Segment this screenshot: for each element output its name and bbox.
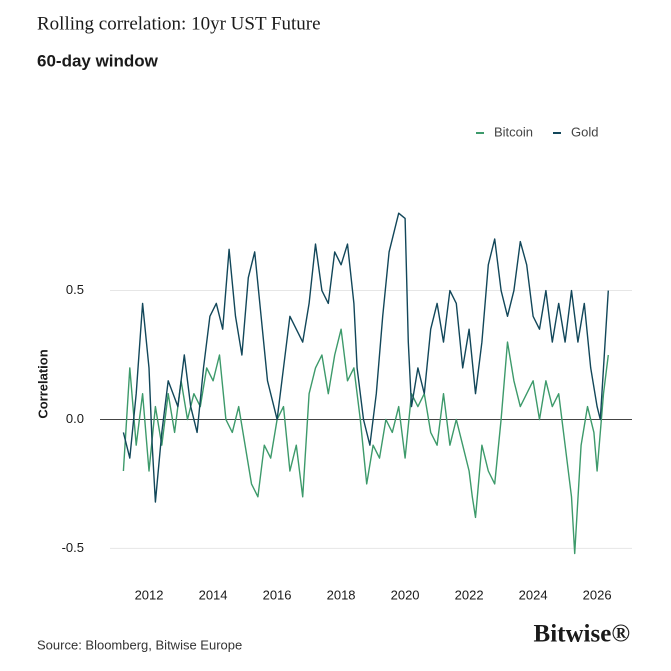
series-line (122, 328, 609, 555)
series-line (122, 212, 609, 503)
y-tick-label: 0.5 (66, 282, 84, 297)
x-tick-label: 2014 (199, 587, 228, 602)
plot-area: 0.5 0.0 -0.5 2012 2014 2016 2018 2020 2022 2024 20… (62, 124, 632, 602)
source-note: Source: Bloomberg, Bitwise Europe (37, 637, 242, 652)
x-tick-label: 2016 (263, 587, 292, 602)
x-tick-label: 2022 (455, 587, 484, 602)
legend-label: Bitcoin (494, 124, 533, 139)
x-tick-label: 2026 (583, 587, 612, 602)
y-axis-label: Correlation (35, 349, 50, 418)
chart-title: Rolling correlation: 10yr UST Future (37, 13, 321, 34)
chart-subtitle: 60-day window (37, 51, 159, 70)
x-tick-label: 2018 (327, 587, 356, 602)
x-tick-label: 2020 (391, 587, 420, 602)
y-tick-label: 0.0 (66, 411, 84, 426)
y-tick-label: -0.5 (62, 540, 84, 555)
legend-label: Gold (571, 124, 598, 139)
x-tick-label: 2024 (519, 587, 548, 602)
x-tick-label: 2012 (135, 587, 164, 602)
brand-logo: Bitwise® (534, 621, 630, 648)
